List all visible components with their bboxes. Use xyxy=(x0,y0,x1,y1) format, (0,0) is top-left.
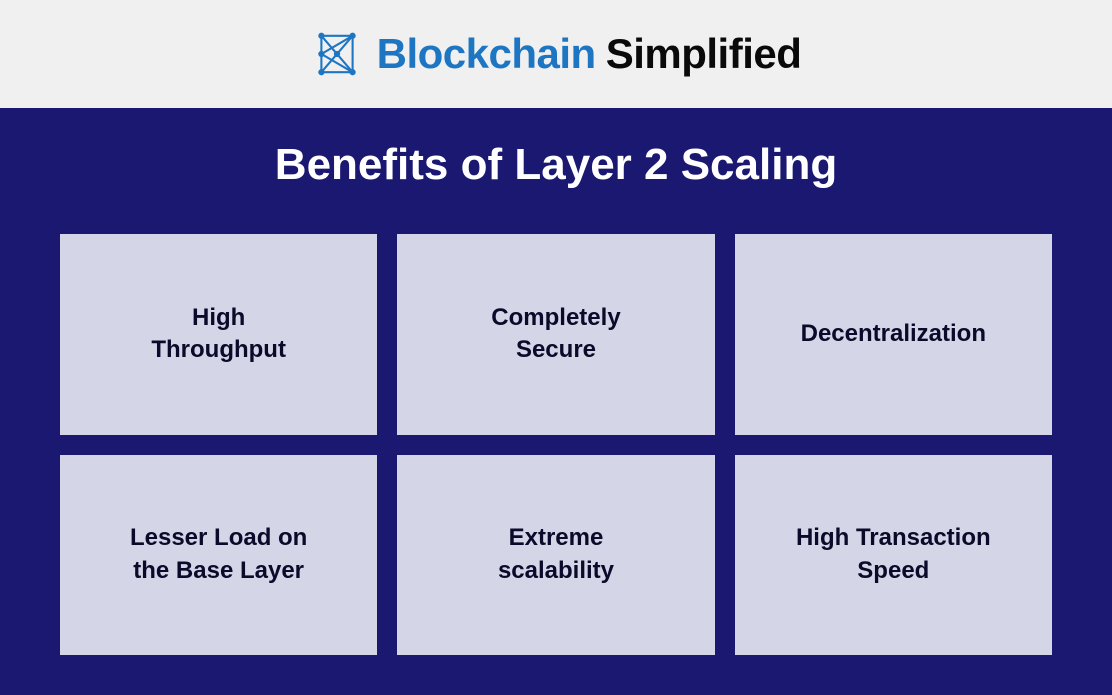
benefits-grid: High Throughput Completely Secure Decent… xyxy=(60,234,1052,655)
benefit-line2: the Base Layer xyxy=(133,557,304,584)
benefit-card: High Throughput xyxy=(60,234,377,435)
benefit-line2: Speed xyxy=(857,557,929,584)
benefit-line1: Completely xyxy=(491,304,620,331)
benefit-line1: High Transaction xyxy=(796,524,991,551)
main-title: Benefits of Layer 2 Scaling xyxy=(60,140,1052,190)
header-bar: BlockchainSimplified xyxy=(0,0,1112,108)
benefit-card: Completely Secure xyxy=(397,234,714,435)
benefit-line2: scalability xyxy=(498,557,614,584)
benefit-line1: High xyxy=(192,304,245,331)
benefit-line1: Extreme xyxy=(509,524,604,551)
logo-word-2: Simplified xyxy=(606,30,802,77)
page: BlockchainSimplified Benefits of Layer 2… xyxy=(0,0,1112,695)
benefit-card: Decentralization xyxy=(735,234,1052,435)
benefit-line2: Secure xyxy=(516,336,596,363)
blockchain-logo-icon xyxy=(311,28,363,80)
logo-text: BlockchainSimplified xyxy=(377,30,802,78)
benefit-card: High Transaction Speed xyxy=(735,455,1052,656)
benefit-line1: Decentralization xyxy=(801,320,986,347)
main-panel: Benefits of Layer 2 Scaling High Through… xyxy=(0,108,1112,695)
benefit-line2: Throughput xyxy=(151,336,286,363)
benefit-card: Lesser Load on the Base Layer xyxy=(60,455,377,656)
benefit-card: Extreme scalability xyxy=(397,455,714,656)
logo-word-1: Blockchain xyxy=(377,30,596,77)
benefit-line1: Lesser Load on xyxy=(130,524,307,551)
